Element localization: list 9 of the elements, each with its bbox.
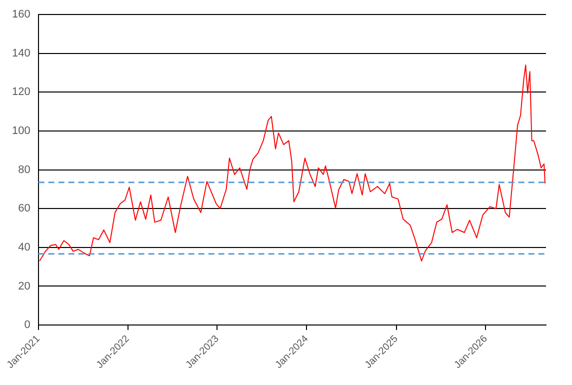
y-tick-label: 80 <box>18 164 30 176</box>
y-tick-label: 100 <box>12 125 30 138</box>
y-tick-label: 0 <box>24 319 30 332</box>
y-tick-label: 140 <box>12 47 30 60</box>
y-tick-label: 160 <box>12 8 30 21</box>
y-tick-label: 60 <box>18 202 30 215</box>
y-tick-label: 120 <box>12 86 30 98</box>
y-tick-label: 20 <box>18 280 30 292</box>
y-tick-label: 40 <box>18 241 30 254</box>
